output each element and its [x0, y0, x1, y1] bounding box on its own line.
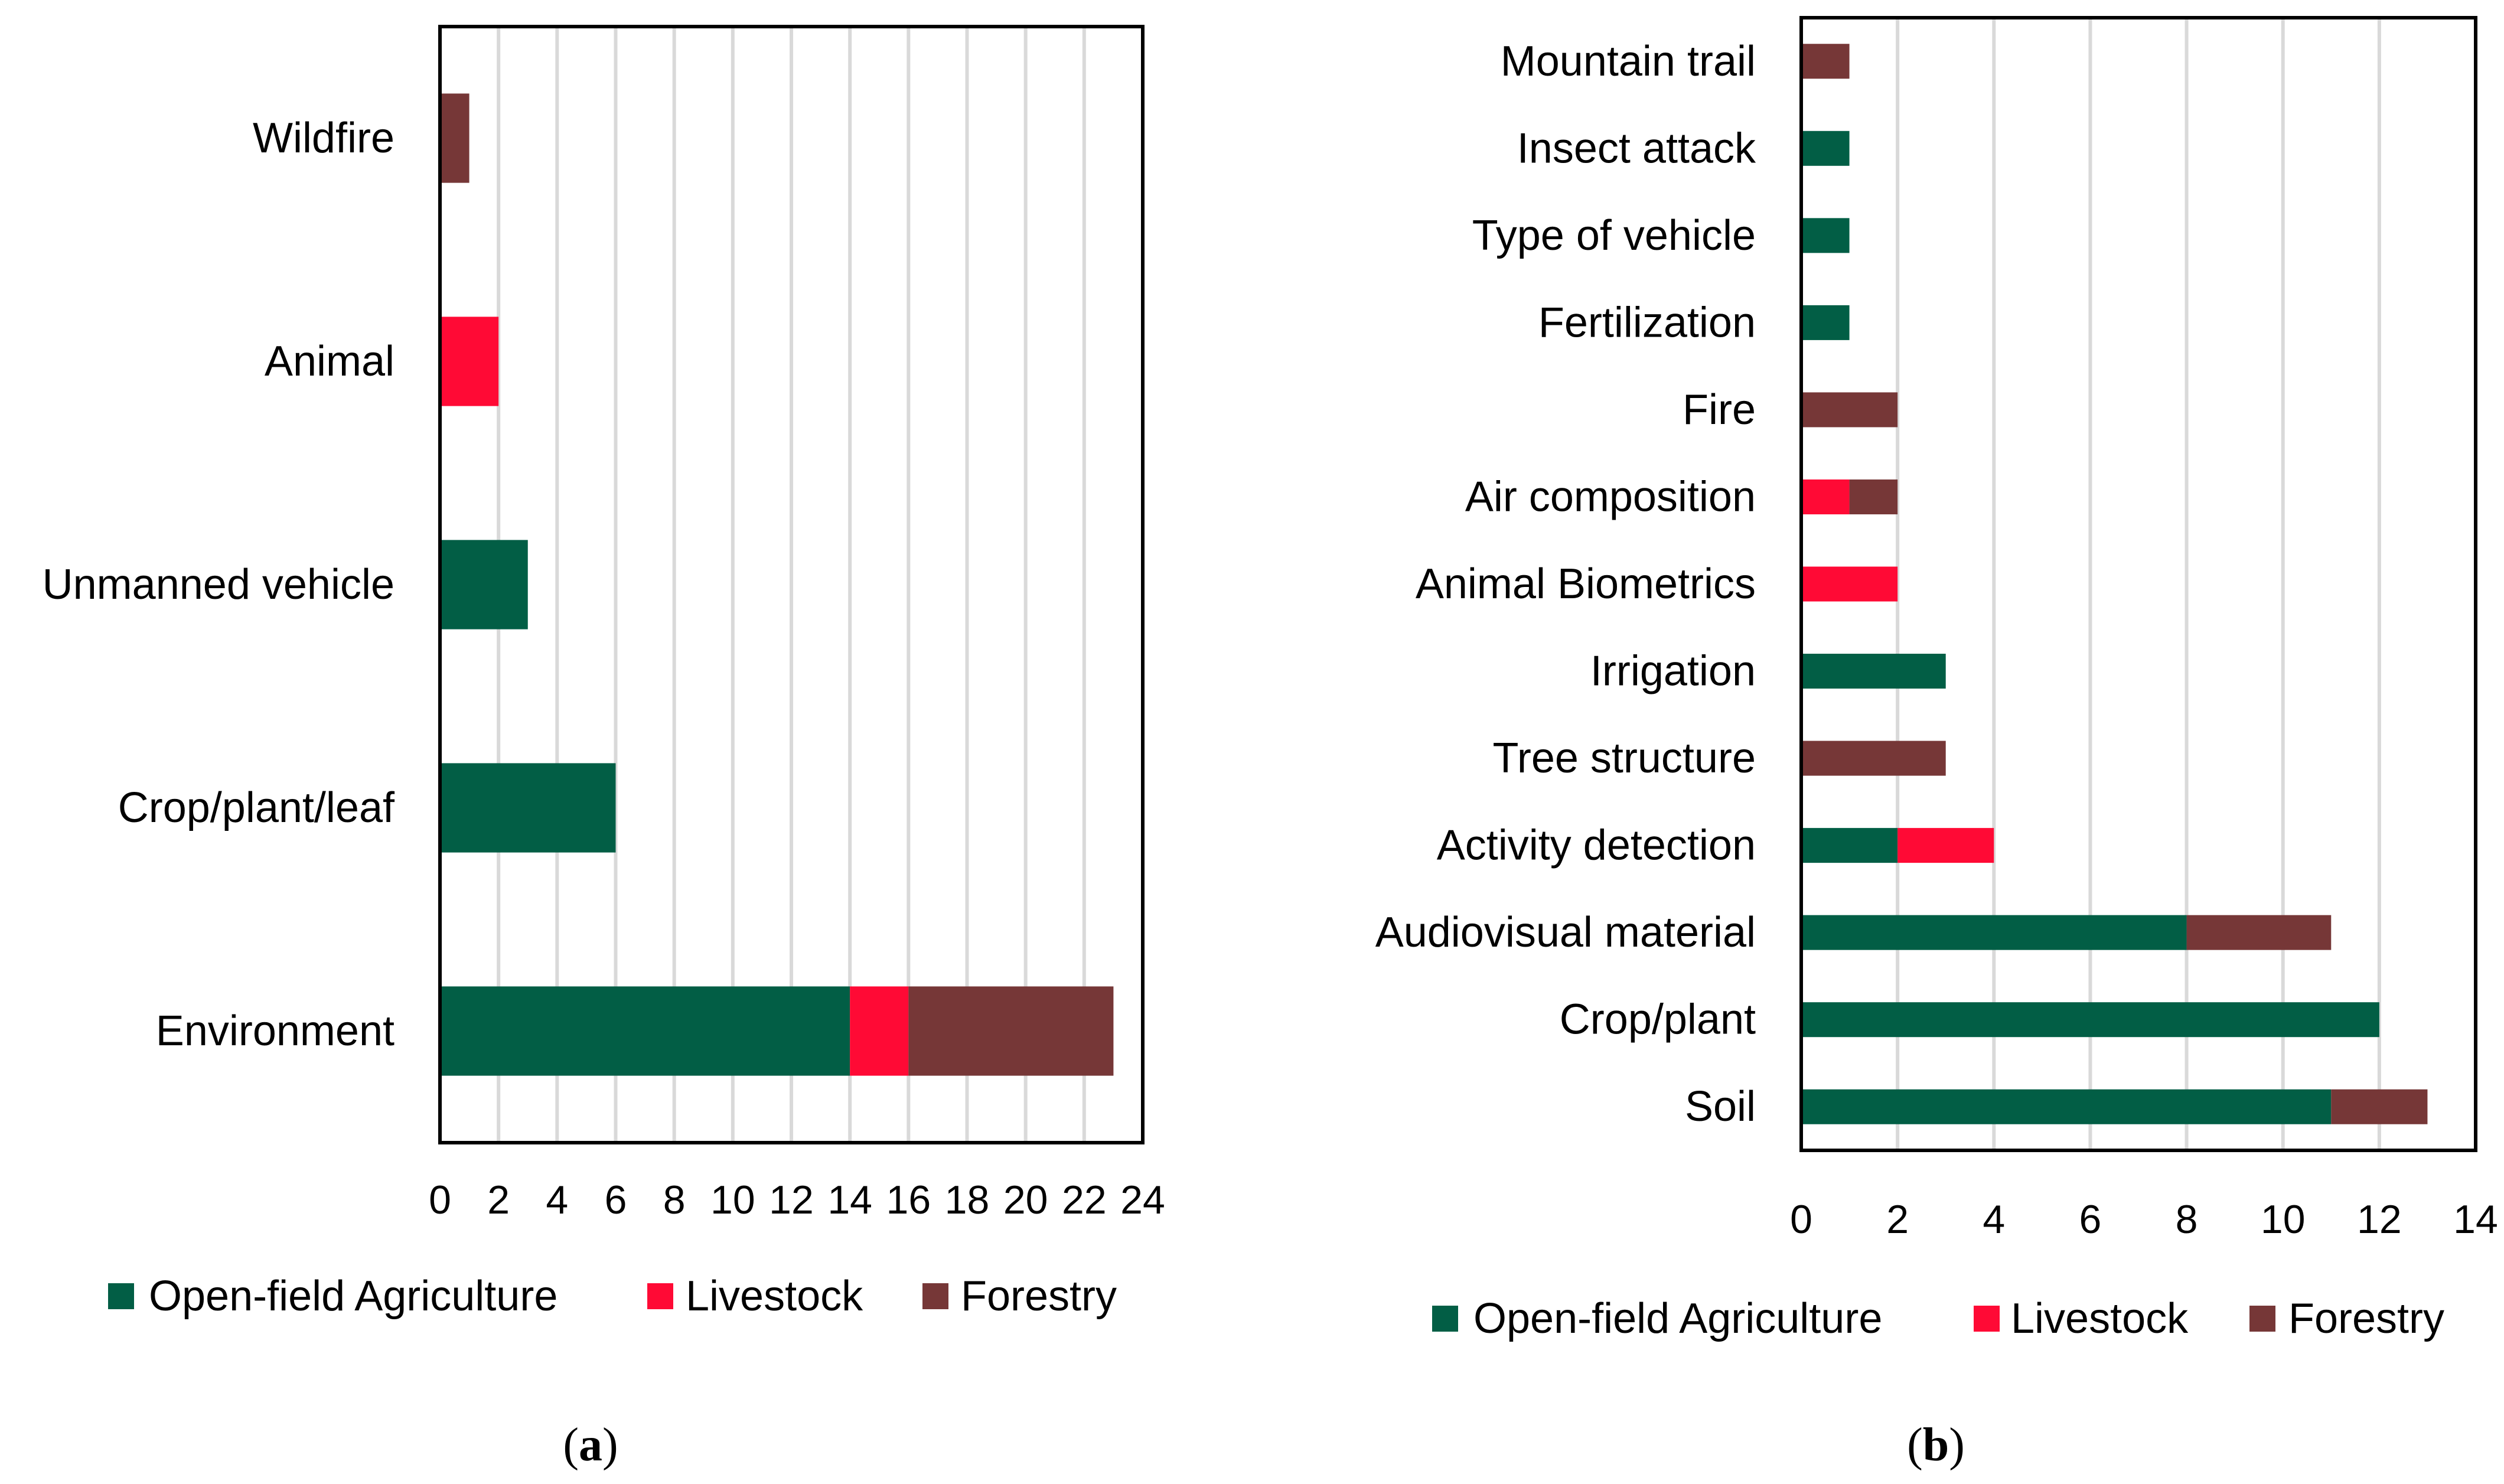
chart-a-category-wildfire: Wildfire [253, 115, 394, 162]
chart-b-legend-swatch-forestry [2249, 1306, 2275, 1332]
chart-a-bar-environment-livestock [850, 986, 909, 1076]
chart-a-tick-18: 18 [945, 1178, 990, 1222]
chart-b-tick-12: 12 [2357, 1197, 2402, 1242]
chart-b-legend-swatch-livestock [1974, 1306, 2000, 1332]
chart-b-bar-irrigation-open-field-agriculture [1801, 654, 1946, 689]
chart-a-category-labels: Wildfire Animal Unmanned vehicle Crop/plant… [43, 115, 395, 1055]
chart-a-tick-0: 0 [429, 1178, 451, 1222]
chart-a-caption: (a) [563, 1419, 618, 1471]
chart-a-tick-22: 22 [1062, 1178, 1107, 1222]
chart-a-bars [440, 93, 1114, 1076]
chart-a-tick-24: 24 [1120, 1178, 1165, 1222]
chart-b-bar-insect-attack-open-field-agriculture [1801, 131, 1850, 166]
chart-a-gridlines [497, 27, 1086, 1143]
chart-b-tick-14: 14 [2453, 1197, 2498, 1242]
chart-b-gridlines [1896, 18, 2381, 1150]
chart-a-legend-label-livestock: Livestock [686, 1273, 863, 1320]
chart-a-caption-letter: a [579, 1419, 602, 1471]
chart-b-bar-mountain-trail-forestry [1801, 44, 1850, 79]
chart-b-category-animal-biometrics: Animal Biometrics [1416, 560, 1756, 608]
chart-a-category-animal: Animal [265, 338, 394, 385]
chart-b-tick-6: 6 [2079, 1197, 2102, 1242]
chart-b-bar-tree-structure-forestry [1801, 741, 1946, 776]
chart-a-tick-20: 20 [1003, 1178, 1048, 1222]
chart-b-category-air-composition: Air composition [1465, 473, 1756, 520]
chart-b: Mountain trail Insect attack Type of vehic… [1375, 16, 2498, 1471]
chart-b-plot-frame [1799, 16, 2477, 1152]
chart-b-tick-4: 4 [1983, 1197, 2005, 1242]
chart-a-bar-wildfire-forestry [440, 93, 470, 183]
chart-a-legend-swatch-open-field-agriculture [108, 1283, 134, 1309]
chart-b-category-fertilization: Fertilization [1538, 299, 1756, 346]
chart-b-tick-10: 10 [2261, 1197, 2306, 1242]
chart-b-category-activity-detection: Activity detection [1437, 822, 1756, 869]
chart-a-tick-4: 4 [546, 1178, 568, 1222]
chart-b-bar-audiovisual-material-forestry [2186, 915, 2332, 950]
chart-b-caption-letter: b [1923, 1419, 1949, 1471]
chart-a-tick-16: 16 [886, 1178, 931, 1222]
chart-a-bar-unmanned-vehicle-open-field-agriculture [440, 540, 528, 630]
chart-b-legend-label-forestry: Forestry [2288, 1295, 2444, 1342]
chart-a-legend-label-open-field-agriculture: Open-field Agriculture [149, 1273, 557, 1320]
chart-b-bar-soil-open-field-agriculture [1801, 1089, 2332, 1124]
chart-b-category-irrigation: Irrigation [1590, 648, 1756, 695]
chart-a-category-unmanned-vehicle: Unmanned vehicle [43, 561, 394, 608]
chart-b-category-labels: Mountain trail Insect attack Type of vehic… [1375, 38, 1756, 1130]
chart-a-category-crop-plant-leaf: Crop/plant/leaf [118, 784, 395, 831]
chart-b-category-insect-attack: Insect attack [1517, 125, 1756, 172]
chart-a-legend-swatch-forestry [922, 1283, 948, 1309]
chart-a-tick-14: 14 [827, 1178, 872, 1222]
chart-b-bar-air-composition-livestock [1801, 479, 1850, 514]
chart-b-bar-animal-biometrics-livestock [1801, 566, 1898, 602]
chart-a-plot-frame [438, 25, 1145, 1144]
chart-b-tick-0: 0 [1790, 1197, 1812, 1242]
chart-a-legend-swatch-livestock [647, 1283, 673, 1309]
chart-b-bar-fertilization-open-field-agriculture [1801, 305, 1850, 340]
chart-a-bar-crop-plant-leaf-open-field-agriculture [440, 763, 616, 853]
chart-b-bar-crop-plant-open-field-agriculture [1801, 1002, 2379, 1038]
chart-a-tick-2: 2 [487, 1178, 510, 1222]
chart-b-tick-2: 2 [1886, 1197, 1909, 1242]
chart-a-bar-environment-forestry [908, 986, 1114, 1076]
chart-b-legend-label-livestock: Livestock [2011, 1295, 2189, 1342]
chart-b-category-crop-plant: Crop/plant [1560, 996, 1756, 1043]
chart-b-bar-fire-forestry [1801, 392, 1898, 428]
chart-b-category-mountain-trail: Mountain trail [1501, 38, 1756, 85]
chart-b-caption: (b) [1907, 1419, 1965, 1471]
chart-b-bar-activity-detection-livestock [1897, 828, 1994, 863]
chart-b-tick-8: 8 [2176, 1197, 2198, 1242]
chart-b-category-type-of-vehicle: Type of vehicle [1472, 212, 1756, 259]
chart-b-category-fire: Fire [1683, 386, 1756, 433]
chart-b-bar-activity-detection-open-field-agriculture [1801, 828, 1898, 863]
chart-b-legend: Open-field Agriculture Livestock Forestry [1432, 1295, 2444, 1342]
chart-a: Wildfire Animal Unmanned vehicle Crop/plant… [43, 25, 1165, 1471]
chart-a-legend-label-forestry: Forestry [961, 1273, 1117, 1320]
chart-b-tick-labels: 0 2 4 6 8 10 12 14 [1790, 1197, 2498, 1242]
chart-a-tick-labels: 0 2 4 6 8 10 12 14 16 18 20 22 24 [429, 1178, 1165, 1222]
chart-b-category-soil: Soil [1685, 1083, 1756, 1130]
chart-a-bar-animal-livestock [440, 317, 499, 406]
chart-b-bar-audiovisual-material-open-field-agriculture [1801, 915, 2187, 950]
chart-b-bars [1801, 44, 2428, 1124]
chart-b-bar-air-composition-forestry [1849, 479, 1898, 514]
chart-a-tick-12: 12 [769, 1178, 814, 1222]
chart-b-legend-swatch-open-field-agriculture [1432, 1306, 1458, 1332]
chart-a-bar-environment-open-field-agriculture [440, 986, 850, 1076]
chart-b-category-audiovisual-material: Audiovisual material [1375, 909, 1756, 956]
chart-b-bar-soil-forestry [2331, 1089, 2428, 1124]
chart-a-tick-6: 6 [605, 1178, 627, 1222]
chart-b-legend-label-open-field-agriculture: Open-field Agriculture [1473, 1295, 1882, 1342]
chart-b-bar-type-of-vehicle-open-field-agriculture [1801, 218, 1850, 253]
chart-a-legend: Open-field Agriculture Livestock Forestry [108, 1273, 1117, 1320]
chart-a-tick-10: 10 [710, 1178, 755, 1222]
chart-a-tick-8: 8 [663, 1178, 686, 1222]
chart-a-category-environment: Environment [156, 1007, 394, 1055]
chart-b-category-tree-structure: Tree structure [1493, 735, 1756, 782]
